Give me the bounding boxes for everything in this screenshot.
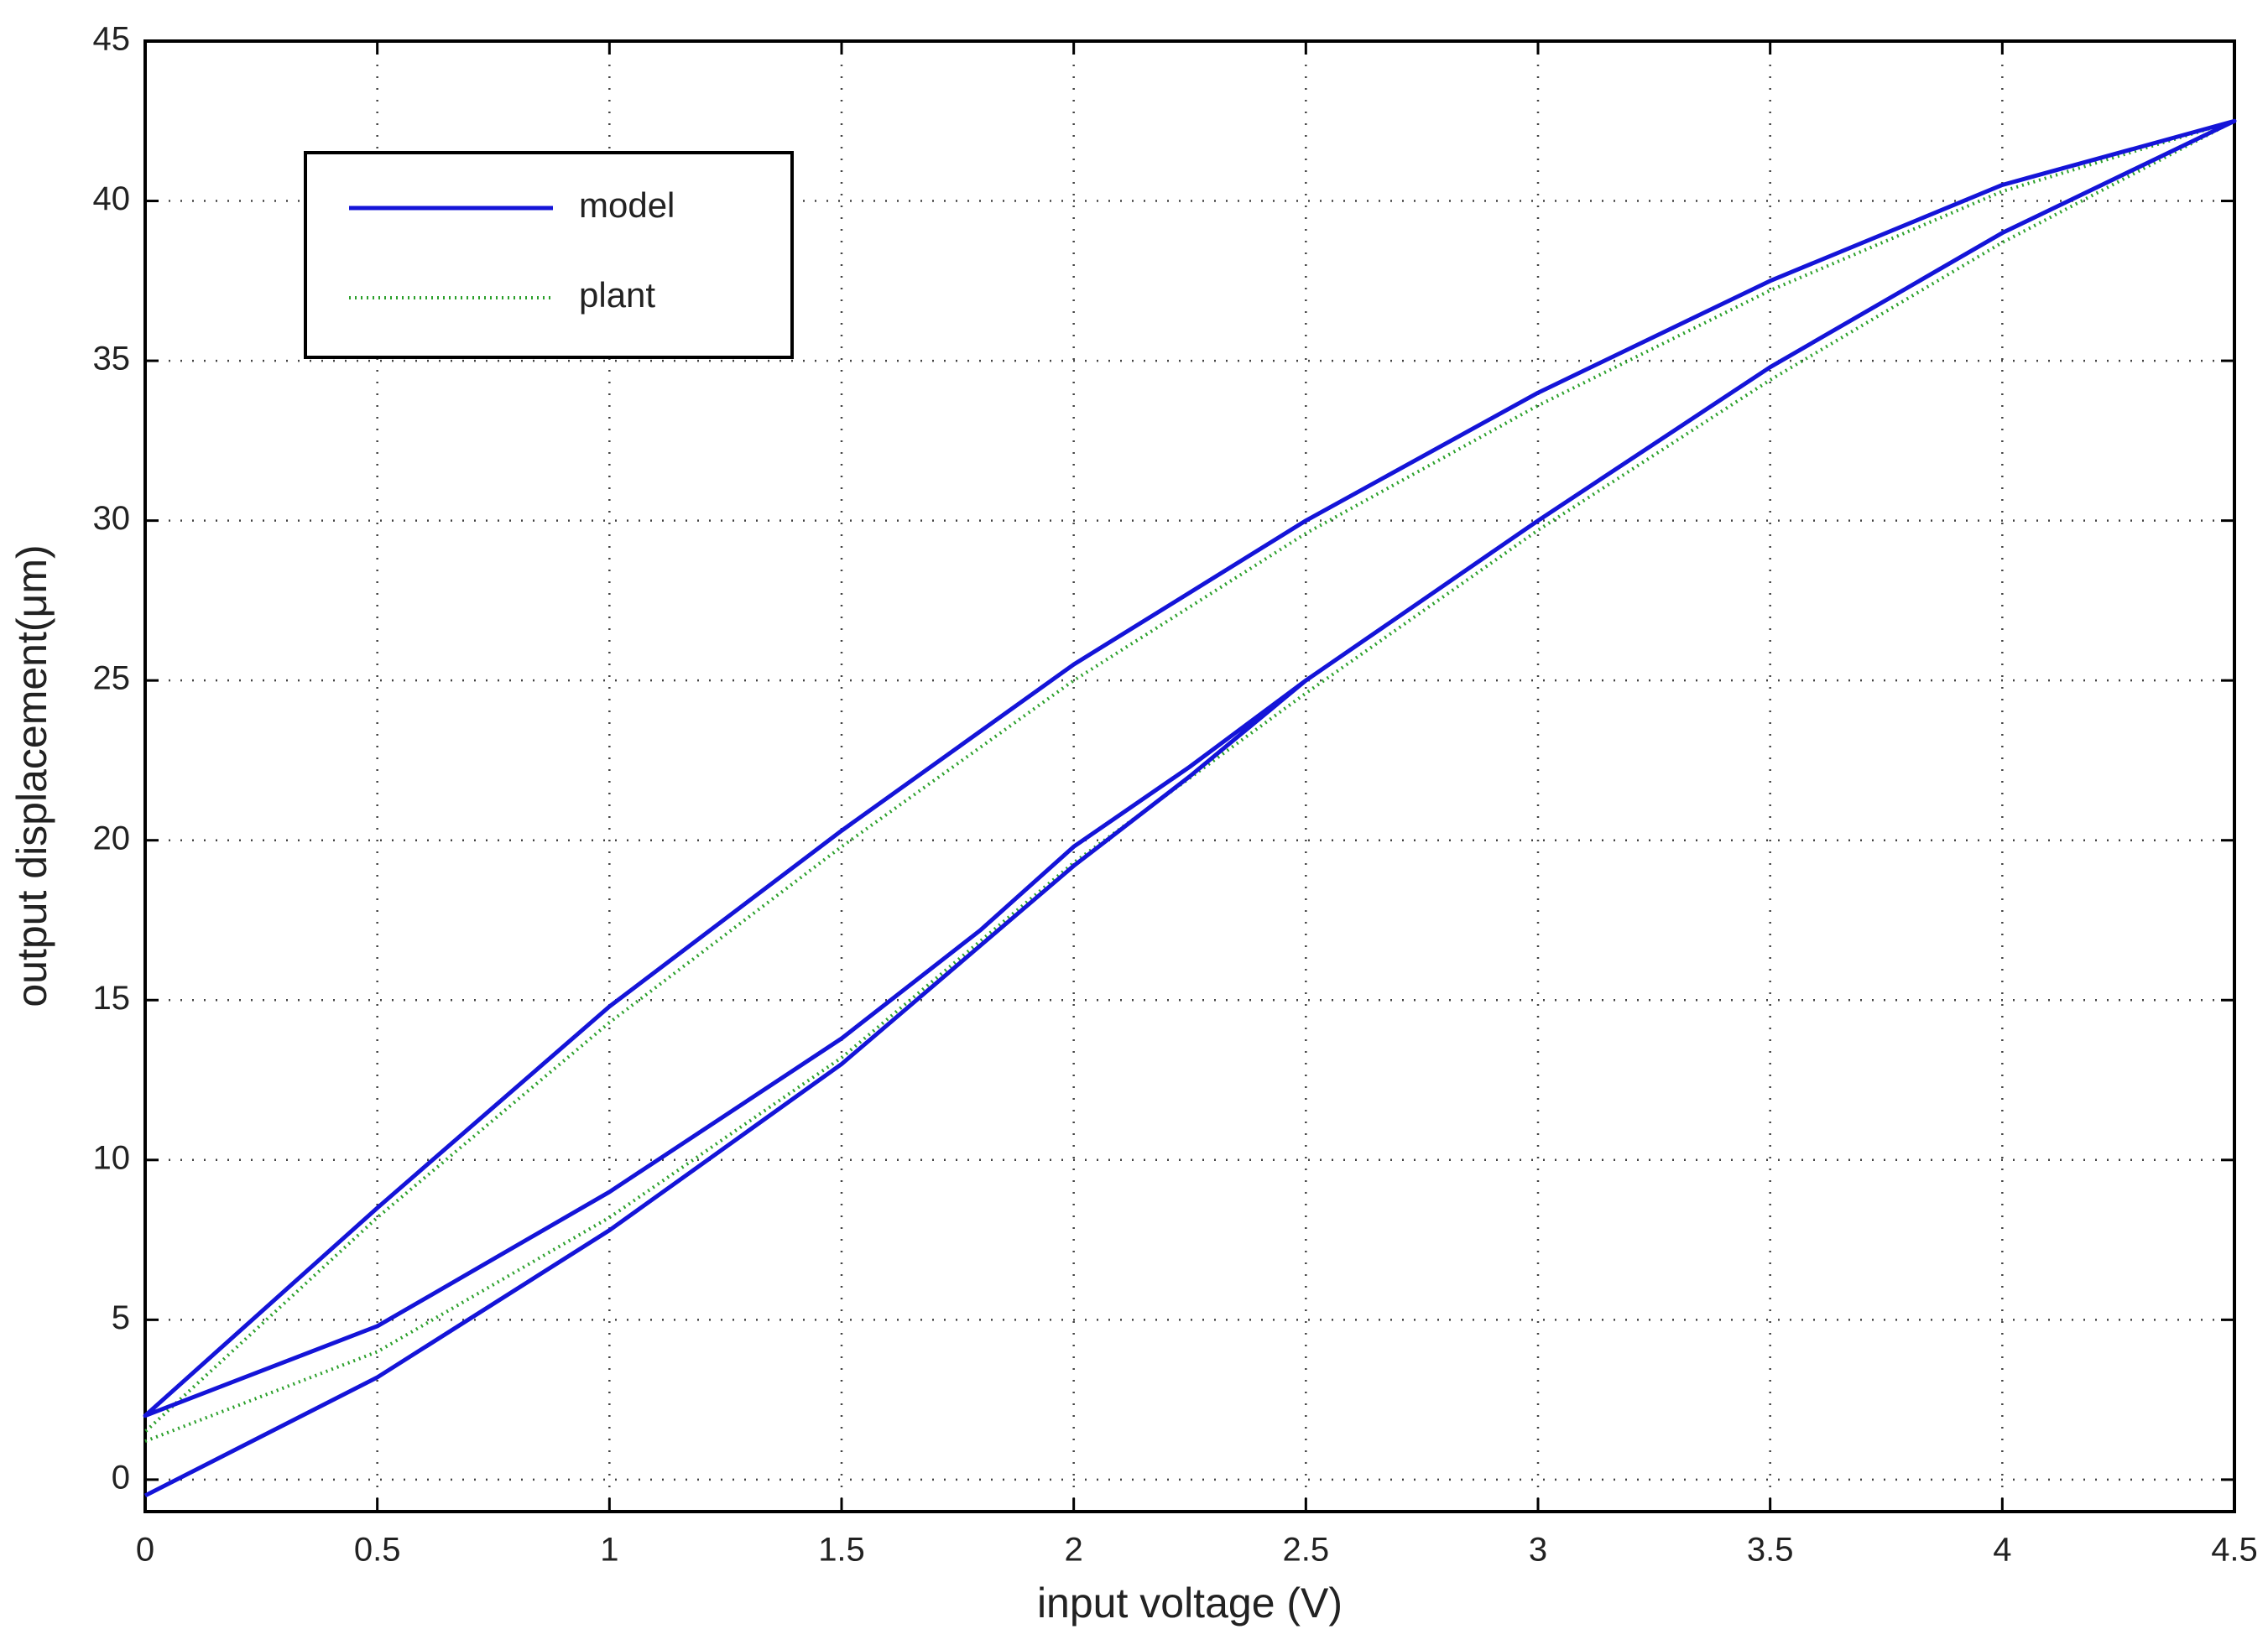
series-line xyxy=(143,119,2236,1444)
y-tick-label: 0 xyxy=(112,1459,130,1496)
x-tick-label: 2.5 xyxy=(1283,1532,1330,1569)
y-tick-label: 10 xyxy=(93,1139,131,1176)
y-tick-label: 35 xyxy=(93,341,131,377)
y-tick-label: 45 xyxy=(93,21,131,58)
legend-label: plant xyxy=(579,275,655,315)
x-tick-label: 3 xyxy=(1529,1532,1547,1569)
x-tick-label: 2 xyxy=(1065,1532,1083,1569)
legend: model plant xyxy=(304,151,794,359)
x-tick-label: 4 xyxy=(1993,1532,2011,1569)
legend-box xyxy=(304,151,794,359)
x-tick-label: 1.5 xyxy=(818,1532,865,1569)
y-tick-label: 15 xyxy=(93,980,131,1017)
x-tick-label: 1 xyxy=(600,1532,618,1569)
y-tick-label: 20 xyxy=(93,820,131,856)
y-tick-label: 30 xyxy=(93,500,131,537)
y-axis-label: output displacement(μm) xyxy=(8,544,55,1007)
x-tick-label: 0.5 xyxy=(354,1532,401,1569)
series-line xyxy=(143,118,2237,1498)
x-axis-label: input voltage (V) xyxy=(1037,1580,1343,1627)
y-tick-label: 5 xyxy=(112,1299,130,1336)
x-tick-label: 3.5 xyxy=(1747,1532,1794,1569)
y-tick-label: 25 xyxy=(93,660,131,697)
plot-frame xyxy=(143,39,2236,1513)
x-tick-label: 4.5 xyxy=(2211,1532,2258,1569)
y-tick-label: 40 xyxy=(93,180,131,217)
legend-label: model xyxy=(579,185,675,225)
x-tick-label: 0 xyxy=(136,1532,154,1569)
